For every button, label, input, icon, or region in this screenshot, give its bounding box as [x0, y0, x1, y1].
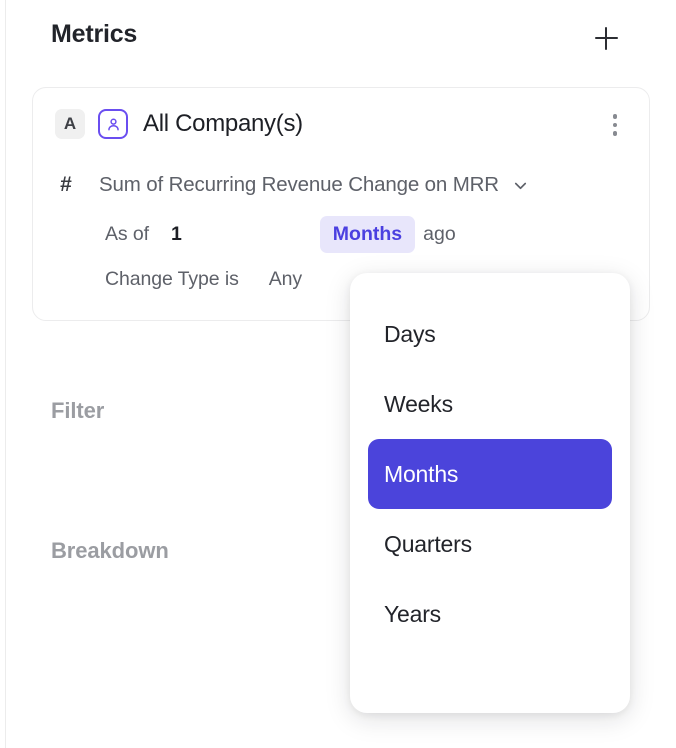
metric-measure-selector[interactable]: # Sum of Recurring Revenue Change on MRR — [55, 173, 530, 197]
metric-card-header: A All Company(s) — [55, 109, 303, 139]
metric-letter-badge: A — [55, 109, 85, 139]
hash-icon: # — [60, 173, 72, 196]
plus-icon-vertical — [604, 26, 608, 50]
section-label-breakdown: Breakdown — [51, 538, 169, 563]
filter-as-of-unit-pill[interactable]: Months — [319, 215, 416, 253]
filter-as-of-suffix: ago — [423, 222, 456, 245]
dropdown-option-weeks[interactable]: Weeks — [384, 390, 453, 417]
dropdown-option-days[interactable]: Days — [384, 320, 436, 347]
dropdown-option-quarters[interactable]: Quarters — [384, 530, 472, 557]
chevron-down-icon[interactable] — [511, 176, 530, 195]
filter-as-of-label: As of — [105, 222, 149, 245]
dropdown-option-months[interactable]: Months — [368, 439, 612, 509]
page-title: Metrics — [51, 20, 138, 48]
metric-entity-name: All Company(s) — [143, 110, 303, 137]
section-label-filter: Filter — [51, 398, 105, 423]
panel-divider — [5, 0, 6, 748]
filter-row-change-type: Change Type is Any — [105, 263, 302, 295]
kebab-dot-2 — [612, 122, 618, 128]
add-metric-button[interactable] — [588, 20, 624, 56]
person-icon[interactable] — [98, 109, 128, 139]
dropdown-option-years[interactable]: Years — [384, 600, 441, 627]
panel-header: Metrics — [0, 0, 676, 74]
kebab-dot-1 — [612, 114, 618, 119]
filter-as-of-value[interactable]: 1 — [170, 222, 182, 245]
filter-change-type-label: Change Type is — [105, 267, 239, 290]
filter-change-type-value[interactable]: Any — [268, 267, 303, 290]
time-unit-dropdown[interactable]: Days Weeks Months Quarters Years — [350, 273, 630, 713]
more-vertical-icon[interactable] — [603, 112, 627, 138]
filter-row-as-of: As of 1 Months ago — [105, 215, 456, 253]
kebab-dot-3 — [612, 131, 618, 136]
metric-measure-label: Sum of Recurring Revenue Change on MRR — [99, 173, 499, 196]
